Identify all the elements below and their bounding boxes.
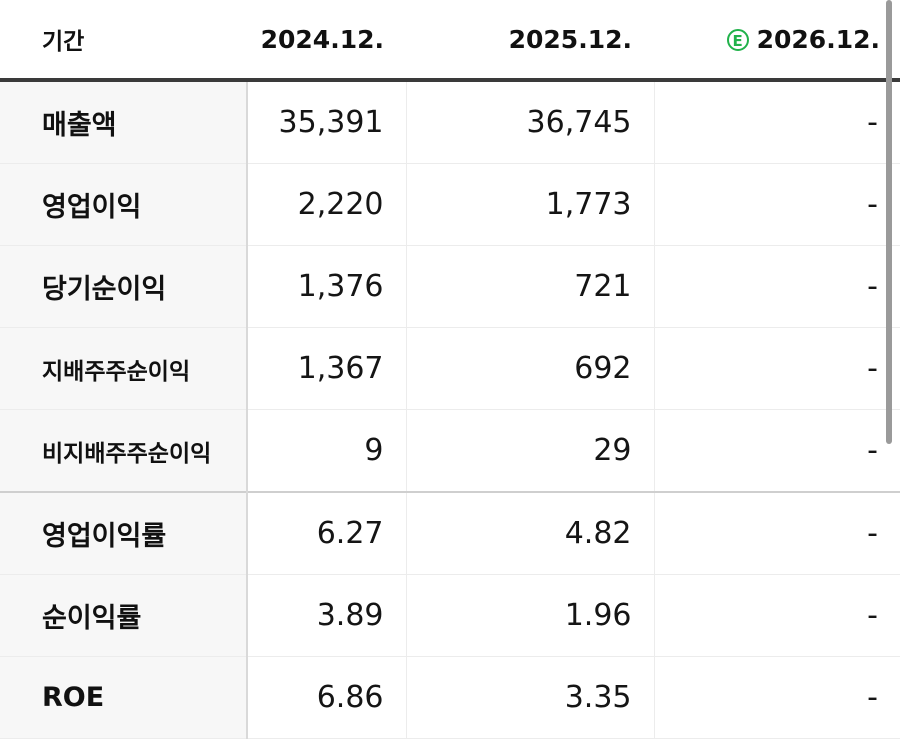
table-row-net-margin: 순이익률 3.89 1.96 - <box>0 574 900 657</box>
period-header-2025: 2025.12. <box>406 0 654 82</box>
cell-2024: 6.86 <box>247 656 407 739</box>
table-row-noncontrolling-net-income: 비지배주주순이익 9 29 - <box>0 409 900 493</box>
cell-2025: 29 <box>406 409 655 493</box>
cell-2025: 3.35 <box>406 656 655 739</box>
cell-2024: 1,367 <box>247 327 407 410</box>
row-label: 비지배주주순이익 <box>0 409 248 493</box>
cell-2024: 2,220 <box>247 163 407 246</box>
cell-2026: - <box>654 409 900 493</box>
cell-2026: - <box>654 245 900 328</box>
table-row-operating-income: 영업이익 2,220 1,773 - <box>0 163 900 246</box>
row-label: 매출액 <box>0 80 248 164</box>
row-label: ROE <box>0 656 248 739</box>
row-label: 영업이익 <box>0 163 248 246</box>
period-header-2026: E 2026.12. <box>654 0 900 82</box>
cell-2026: - <box>654 80 900 164</box>
cell-2025: 1.96 <box>406 574 655 657</box>
cell-2025: 721 <box>406 245 655 328</box>
table-row-controlling-net-income: 지배주주순이익 1,367 692 - <box>0 327 900 410</box>
cell-2025: 36,745 <box>406 80 655 164</box>
vertical-scrollbar[interactable] <box>886 0 892 444</box>
row-label: 지배주주순이익 <box>0 327 248 410</box>
period-text: 2026.12. <box>756 24 880 54</box>
cell-2024: 35,391 <box>247 80 407 164</box>
cell-2026: - <box>654 491 900 575</box>
cell-2024: 1,376 <box>247 245 407 328</box>
row-label: 영업이익률 <box>0 491 248 575</box>
cell-2024: 6.27 <box>247 491 407 575</box>
period-header-label: 기간 <box>0 0 247 82</box>
period-header-2024: 2024.12. <box>247 0 406 82</box>
period-text: 2024.12. <box>260 24 384 54</box>
row-label: 순이익률 <box>0 574 248 657</box>
period-text: 2025.12. <box>508 24 632 54</box>
cell-2024: 9 <box>247 409 407 493</box>
cell-2025: 4.82 <box>406 491 655 575</box>
table-row-net-income: 당기순이익 1,376 721 - <box>0 245 900 328</box>
cell-2024: 3.89 <box>247 574 407 657</box>
cell-2026: - <box>654 574 900 657</box>
row-label: 당기순이익 <box>0 245 248 328</box>
table-row-roe: ROE 6.86 3.35 - <box>0 656 900 739</box>
header-row: 기간 2024.12. 2025.12. E 2026.12. <box>0 0 900 82</box>
cell-2026: - <box>654 327 900 410</box>
table-row-operating-margin: 영업이익률 6.27 4.82 - <box>0 491 900 575</box>
estimate-icon: E <box>726 28 749 51</box>
cell-2025: 692 <box>406 327 655 410</box>
cell-2026: - <box>654 656 900 739</box>
cell-2026: - <box>654 163 900 246</box>
table-row-revenue: 매출액 35,391 36,745 - <box>0 80 900 164</box>
cell-2025: 1,773 <box>406 163 655 246</box>
